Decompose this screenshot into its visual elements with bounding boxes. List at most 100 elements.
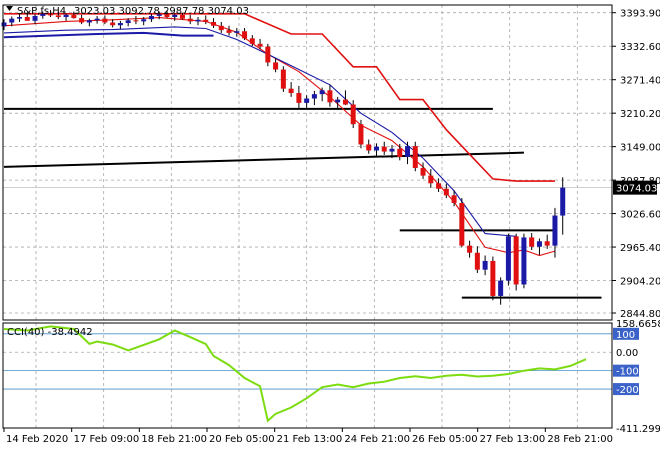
candle-body — [187, 18, 193, 22]
cci-pane — [3, 325, 612, 423]
candle-body — [428, 175, 434, 184]
candle-body — [397, 148, 403, 158]
cci-tick-label: -200 — [616, 385, 639, 396]
envelope-lower-line — [3, 31, 214, 39]
cci-tick-label: -411.2991 — [616, 424, 660, 435]
axis-labels: 3393.903332.603271.403210.203149.003087.… — [3, 9, 660, 445]
candle-body — [358, 124, 364, 145]
candle-body — [94, 18, 100, 21]
x-tick-label: 17 Feb 09:00 — [74, 434, 140, 445]
candle-body — [544, 241, 550, 246]
x-tick-label: 18 Feb 21:00 — [141, 434, 207, 445]
y-tick-label: 3393.90 — [620, 9, 660, 20]
y-tick-label: 2904.20 — [620, 277, 660, 288]
cci-pane-frame — [2, 322, 613, 429]
candle-body — [234, 31, 240, 33]
candle-body — [529, 237, 535, 247]
candle-body — [288, 88, 294, 94]
candle-body — [55, 15, 61, 18]
x-tick-label: 28 Feb 21:00 — [547, 434, 613, 445]
candle-body — [280, 69, 286, 89]
moving-averages — [3, 13, 556, 257]
cci-line — [3, 325, 587, 423]
candle-body — [179, 14, 185, 19]
candle-body — [203, 19, 209, 22]
candles — [1, 9, 566, 305]
last-price-tag-label: 3074.03 — [616, 184, 657, 195]
cci-label: CCI(40) -38.4942 — [7, 327, 93, 338]
candle-body — [48, 13, 54, 16]
candle-body — [498, 280, 504, 296]
y-tick-label: 2965.40 — [620, 243, 660, 254]
grid — [3, 5, 612, 428]
candle-body — [474, 252, 480, 270]
candle-body — [420, 167, 426, 176]
chart-header: S&P,fs,H4 3023.03 3092.78 2987.78 3074.0… — [6, 6, 249, 17]
candle-body — [102, 18, 108, 23]
candle-body — [242, 31, 248, 39]
candle-body — [389, 148, 395, 152]
cci-tick-label: 158.6658 — [616, 319, 660, 330]
y-tick-label: 2844.80 — [620, 309, 660, 320]
last-price-tag — [613, 180, 657, 195]
candle-body — [226, 30, 232, 33]
candle-body — [117, 23, 123, 26]
candle-body — [257, 43, 263, 47]
candle-body — [552, 215, 558, 246]
y-tick-label: 3026.60 — [620, 210, 660, 221]
candle-body — [211, 21, 217, 26]
symbol-dropdown-icon[interactable] — [6, 6, 13, 11]
candle-body — [24, 17, 30, 21]
candle-body — [296, 93, 302, 103]
candle-body — [513, 236, 519, 285]
candle-body — [319, 90, 325, 95]
ma-fast-line — [3, 26, 517, 237]
candle-body — [265, 46, 271, 63]
candle-body — [71, 14, 77, 19]
candle-body — [342, 99, 348, 105]
candle-body — [436, 183, 442, 189]
candle-body — [311, 94, 317, 99]
x-tick-label: 21 Feb 13:00 — [277, 434, 343, 445]
x-tick-label: 27 Feb 13:00 — [480, 434, 546, 445]
candle-body — [451, 195, 457, 203]
candle-body — [521, 237, 527, 285]
candle-body — [195, 19, 201, 22]
candle-body — [9, 18, 15, 23]
ohlc-readout: 3023.03 3092.78 2987.78 3074.03 — [74, 6, 249, 17]
candle-body — [412, 146, 418, 168]
cci-level-tag — [613, 364, 639, 377]
candle-body — [110, 22, 116, 26]
candle-body — [327, 90, 333, 103]
candle-body — [79, 18, 85, 23]
candle-body — [133, 20, 139, 22]
level-line — [3, 151, 524, 168]
symbol-label: S&P,fs,H4 — [17, 6, 66, 17]
x-tick-label: 26 Feb 05:00 — [412, 434, 478, 445]
candle-body — [467, 245, 473, 253]
candle-body — [443, 188, 449, 196]
candle-body — [249, 38, 255, 44]
cci-level-tag — [613, 383, 639, 396]
candle-body — [405, 146, 411, 158]
candle-body — [459, 202, 465, 246]
candle-body — [172, 14, 178, 18]
candle-body — [304, 98, 310, 103]
candle-body — [218, 25, 224, 31]
x-tick-label: 20 Feb 05:00 — [209, 434, 275, 445]
candle-body — [373, 146, 379, 151]
pane-frames — [2, 4, 613, 429]
candle-body — [381, 146, 387, 152]
candle-body — [86, 20, 92, 23]
level-lines — [3, 107, 612, 299]
candle-body — [536, 241, 542, 247]
y-tick-label: 3210.20 — [620, 109, 660, 120]
candle-body — [1, 22, 7, 27]
x-tick-label: 14 Feb 2020 — [6, 434, 68, 445]
candle-body — [335, 99, 341, 103]
cci-tick-label: -100 — [616, 367, 639, 378]
candle-body — [560, 187, 566, 216]
envelope-upper-line — [4, 13, 555, 182]
